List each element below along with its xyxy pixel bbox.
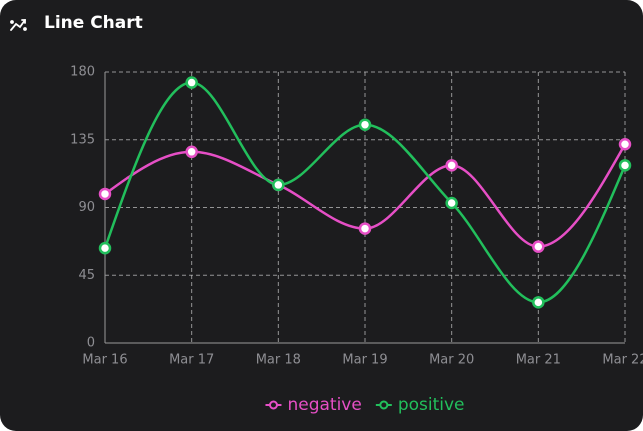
- y-tick-label: 135: [70, 132, 95, 147]
- point: [185, 145, 198, 159]
- point: [618, 159, 632, 172]
- title-icon: [10, 19, 27, 31]
- y-tick-label: 180: [70, 65, 95, 80]
- y-tick-label: 0: [87, 336, 95, 351]
- point: [618, 138, 632, 151]
- y-tick-label: 45: [78, 268, 95, 283]
- x-tick-label: Mar 20: [429, 353, 474, 368]
- point: [445, 159, 458, 172]
- point: [358, 222, 372, 235]
- point: [445, 196, 458, 210]
- legend-label: positive: [398, 395, 465, 415]
- point: [272, 178, 285, 192]
- y-tick-label: 90: [78, 200, 95, 215]
- x-tick-label: Mar 16: [82, 353, 127, 368]
- legend-marker: [268, 400, 278, 410]
- chart-title: Line Chart: [44, 13, 143, 33]
- point: [532, 296, 545, 309]
- legend-marker: [379, 400, 389, 410]
- point: [532, 240, 545, 253]
- legend: negative positive: [265, 395, 465, 415]
- x-tick-label: Mar 18: [256, 353, 301, 368]
- legend-label: negative: [287, 395, 361, 415]
- x-tick-label: Mar 22: [602, 353, 643, 368]
- point: [98, 187, 112, 201]
- point: [185, 76, 198, 89]
- point: [358, 118, 372, 131]
- x-tick-label: Mar 17: [169, 353, 214, 368]
- x-tick-label: Mar 21: [516, 353, 561, 368]
- point: [98, 241, 112, 255]
- x-tick-label: Mar 19: [342, 353, 387, 368]
